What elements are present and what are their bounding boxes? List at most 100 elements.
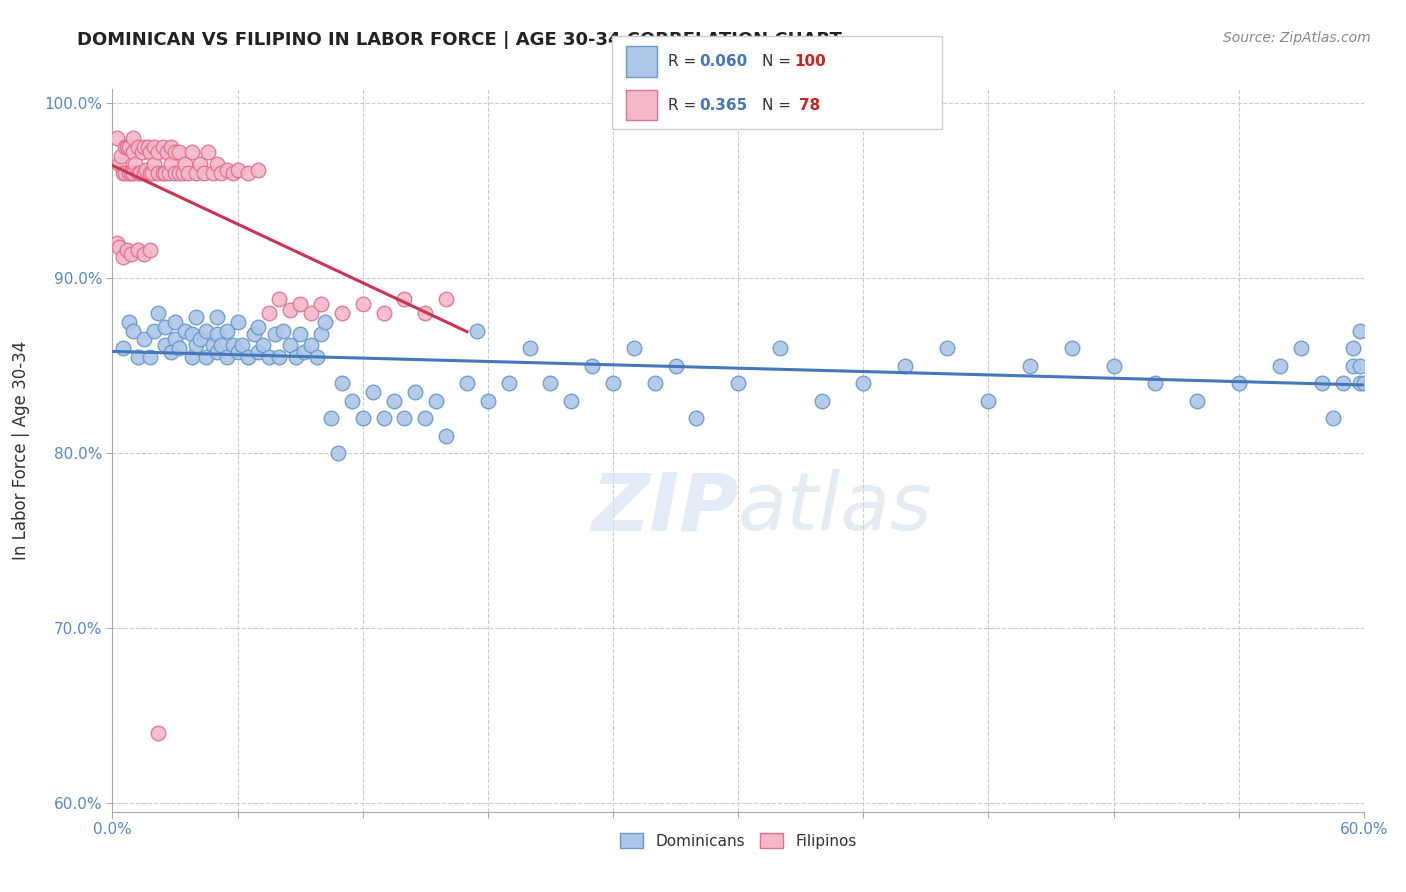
Point xyxy=(434,292,457,306)
Point xyxy=(174,157,197,171)
Point xyxy=(326,446,349,460)
Point xyxy=(257,350,280,364)
Point xyxy=(184,310,207,324)
Point xyxy=(139,243,162,257)
Point xyxy=(394,411,416,425)
Legend: Dominicans, Filipinos: Dominicans, Filipinos xyxy=(614,827,862,855)
Point xyxy=(1348,376,1371,390)
Text: R =: R = xyxy=(668,54,702,69)
Point xyxy=(201,166,224,180)
Point xyxy=(352,411,374,425)
Point xyxy=(342,393,364,408)
Point xyxy=(278,302,301,317)
Point xyxy=(222,166,245,180)
Point xyxy=(114,166,136,180)
Point xyxy=(180,145,202,160)
Text: N =: N = xyxy=(762,98,801,112)
Point xyxy=(314,315,336,329)
Point xyxy=(107,240,129,254)
Point xyxy=(477,393,499,408)
Point xyxy=(299,337,322,351)
Point xyxy=(120,166,142,180)
Point xyxy=(382,393,405,408)
Point xyxy=(330,306,353,320)
Point xyxy=(309,297,332,311)
Point xyxy=(321,411,343,425)
Point xyxy=(105,131,128,145)
Point xyxy=(292,344,315,359)
Point xyxy=(205,310,228,324)
Point xyxy=(143,157,166,171)
Point xyxy=(1019,359,1042,373)
Point xyxy=(269,292,291,306)
Point xyxy=(205,327,228,342)
Point xyxy=(257,306,280,320)
Point xyxy=(285,350,308,364)
Point xyxy=(205,157,228,171)
Point xyxy=(1102,359,1125,373)
Point xyxy=(1185,393,1208,408)
Point xyxy=(467,324,489,338)
Point xyxy=(264,327,287,342)
Point xyxy=(139,350,162,364)
Point xyxy=(163,166,186,180)
Point xyxy=(180,350,202,364)
Point xyxy=(118,315,141,329)
Point xyxy=(425,393,447,408)
Point xyxy=(1322,411,1344,425)
Point xyxy=(111,166,134,180)
Point xyxy=(810,393,832,408)
Point xyxy=(413,306,436,320)
Point xyxy=(197,145,219,160)
Point xyxy=(894,359,917,373)
Point xyxy=(176,166,198,180)
Point xyxy=(153,337,176,351)
Point xyxy=(105,236,128,251)
Point xyxy=(167,145,190,160)
Point xyxy=(122,324,145,338)
Point xyxy=(193,166,215,180)
Point xyxy=(269,350,291,364)
Text: atlas: atlas xyxy=(738,469,934,548)
Text: 100: 100 xyxy=(794,54,827,69)
Point xyxy=(120,246,142,260)
Point xyxy=(665,359,688,373)
Point xyxy=(188,332,211,346)
Point xyxy=(217,162,239,177)
Point xyxy=(128,166,150,180)
Point xyxy=(644,376,666,390)
Point xyxy=(1310,376,1333,390)
Point xyxy=(236,350,259,364)
Point xyxy=(195,324,218,338)
Point xyxy=(205,344,228,359)
Point xyxy=(141,166,163,180)
Point xyxy=(132,332,155,346)
Point xyxy=(1353,376,1375,390)
Point xyxy=(394,292,416,306)
Point xyxy=(167,166,190,180)
Point xyxy=(124,157,146,171)
Point xyxy=(1144,376,1167,390)
Point xyxy=(290,297,312,311)
Point xyxy=(273,324,295,338)
Point xyxy=(157,166,180,180)
Point xyxy=(352,297,374,311)
Point xyxy=(217,350,239,364)
Point xyxy=(152,166,174,180)
Point xyxy=(132,166,155,180)
Text: 78: 78 xyxy=(799,98,820,112)
Point xyxy=(852,376,875,390)
Point xyxy=(373,306,395,320)
Point xyxy=(143,324,166,338)
Point xyxy=(122,145,145,160)
Point xyxy=(127,243,149,257)
Point xyxy=(163,315,186,329)
Point xyxy=(413,411,436,425)
Point xyxy=(727,376,749,390)
Point xyxy=(127,140,149,154)
Text: 0.060: 0.060 xyxy=(699,54,747,69)
Point xyxy=(217,324,239,338)
Point xyxy=(152,140,174,154)
Point xyxy=(1343,341,1365,355)
Point xyxy=(498,376,520,390)
